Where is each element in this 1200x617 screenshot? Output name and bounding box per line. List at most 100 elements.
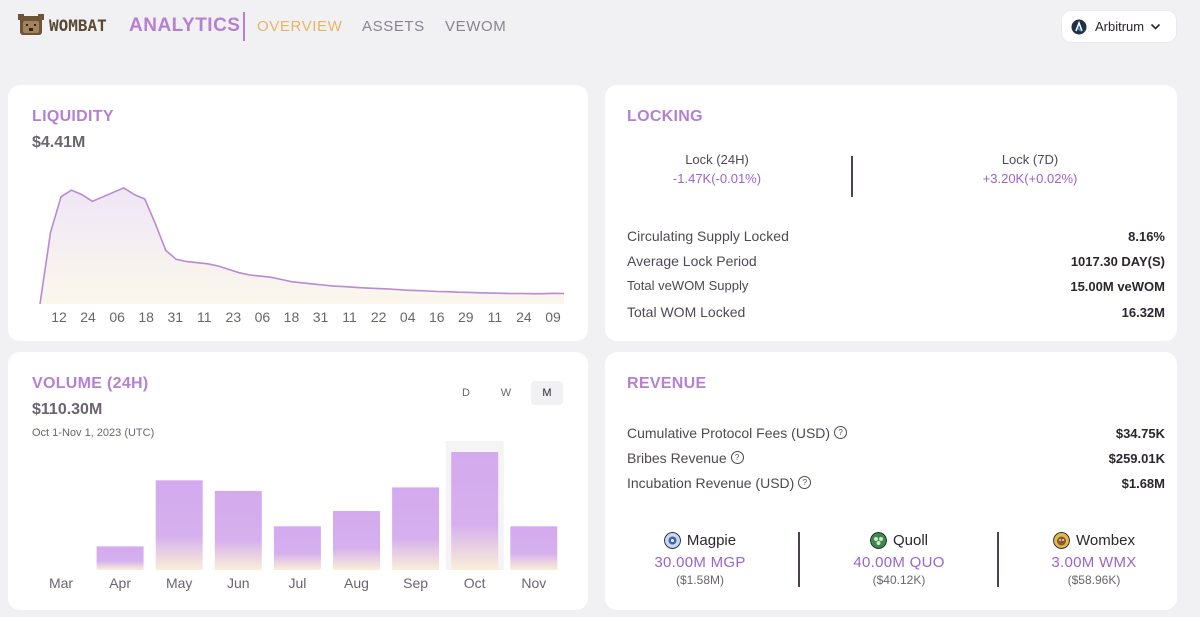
nav-vewom[interactable]: VEWOM xyxy=(445,18,507,35)
toggle-day[interactable]: D xyxy=(462,387,470,399)
top-bar: WOMBAT ANALYTICS OVERVIEW ASSETS VEWOM A… xyxy=(0,0,1200,54)
lock-7d-value: +3.20K(+0.02%) xyxy=(982,171,1078,186)
lock-divider xyxy=(851,156,853,197)
liquidity-tick-label: 11 xyxy=(342,309,357,325)
liquidity-tick-label: 22 xyxy=(370,309,387,325)
volume-value: $110.30M xyxy=(32,401,103,418)
lock-24h-value: -1.47K(-0.01%) xyxy=(672,171,762,186)
partner-name: Wombex xyxy=(1076,532,1135,549)
revenue-title: REVENUE xyxy=(627,375,707,392)
locking-row-value: 8.16% xyxy=(1128,229,1165,244)
revenue-row-label: Cumulative Protocol Fees (USD)? xyxy=(627,425,848,441)
volume-bar[interactable] xyxy=(333,511,380,570)
info-icon[interactable]: ? xyxy=(730,451,744,464)
volume-bar[interactable] xyxy=(392,487,440,570)
locking-row-label: Total WOM Locked xyxy=(627,304,746,320)
network-selector[interactable]: Arbitrum xyxy=(1062,11,1176,42)
lock-24h-label: Lock (24H) xyxy=(685,152,749,167)
volume-bar[interactable] xyxy=(214,490,262,570)
revenue-row-value: $259.01K xyxy=(1108,451,1165,466)
volume-tick-label: Apr xyxy=(109,575,131,591)
liquidity-tick-label: 31 xyxy=(167,309,184,325)
liquidity-tick-label: 12 xyxy=(51,309,67,325)
liquidity-line xyxy=(39,186,565,305)
partner-divider xyxy=(997,532,999,587)
partner-amount: 40.00M QUO xyxy=(853,554,945,571)
locking-row-value: 1017.30 DAY(S) xyxy=(1070,254,1165,269)
volume-bar[interactable] xyxy=(510,526,558,570)
liquidity-tick-label: 06 xyxy=(109,309,125,325)
locking-row-label: Circulating Supply Locked xyxy=(627,228,789,244)
brand-name: WOMBAT xyxy=(49,15,107,35)
revenue-row-text: Incubation Revenue (USD) xyxy=(627,475,795,491)
liquidity-tick-label: 24 xyxy=(80,309,96,325)
partner-name: Quoll xyxy=(892,532,929,549)
revenue-row-label: Bribes Revenue? xyxy=(627,450,744,466)
volume-tick-label: Sep xyxy=(403,575,429,591)
partner-usd: ($58.96K) xyxy=(1067,573,1121,587)
locking-row-value: 15.00M veWOM xyxy=(1070,279,1165,294)
liquidity-tick-label: 29 xyxy=(458,309,474,325)
nav-overview[interactable]: OVERVIEW xyxy=(257,18,343,35)
wombex-icon xyxy=(1053,532,1071,549)
volume-tick-label: Nov xyxy=(521,575,547,591)
locking-card: LOCKING Lock (24H) -1.47K(-0.01%) Lock (… xyxy=(605,85,1177,341)
liquidity-tick-label: 31 xyxy=(312,309,329,325)
partner-name-row: Wombex xyxy=(1014,532,1174,549)
wombat-logo-icon xyxy=(18,14,44,35)
liquidity-title: LIQUIDITY xyxy=(32,108,114,125)
partner-usd: ($40.12K) xyxy=(872,573,926,587)
volume-tick-label: May xyxy=(165,575,193,591)
volume-date-range: Oct 1-Nov 1, 2023 (UTC) xyxy=(32,427,155,439)
volume-tick-label: Mar xyxy=(48,575,74,591)
partner-divider xyxy=(798,532,800,587)
liquidity-tick-label: 18 xyxy=(138,309,154,325)
revenue-card: REVENUE Cumulative Protocol Fees (USD)? … xyxy=(605,352,1177,610)
nav-assets[interactable]: ASSETS xyxy=(362,18,425,35)
volume-chart xyxy=(96,441,558,570)
liquidity-tick-label: 11 xyxy=(197,309,212,325)
chevron-down-icon xyxy=(1151,23,1161,30)
liquidity-tick-label: 06 xyxy=(254,309,271,325)
partner-amount: 3.00M WMX xyxy=(1051,554,1137,571)
liquidity-area xyxy=(40,187,564,304)
quoll-icon xyxy=(869,532,887,549)
magpie-icon xyxy=(663,532,681,549)
liquidity-value: $4.41M xyxy=(32,134,86,151)
revenue-row-label: Incubation Revenue (USD)? xyxy=(627,475,812,491)
lock-7d: Lock (7D) +3.20K(+0.02%) xyxy=(980,152,1080,186)
locking-row-label: Total veWOM Supply xyxy=(627,278,749,293)
partner-magpie: Magpie 30.00M MGP ($1.58M) xyxy=(620,532,780,587)
partner-name-row: Quoll xyxy=(819,532,979,549)
toggle-month[interactable]: M xyxy=(531,381,563,405)
toggle-week[interactable]: W xyxy=(500,387,512,399)
volume-tick-label: Aug xyxy=(344,575,369,591)
info-icon[interactable]: ? xyxy=(834,426,848,439)
arbitrum-icon xyxy=(1071,19,1087,34)
revenue-row-value: $1.68M xyxy=(1121,476,1165,491)
liquidity-tick-label: 24 xyxy=(516,309,532,325)
liquidity-tick-label: 23 xyxy=(225,309,242,325)
volume-tick-label: Oct xyxy=(463,575,486,591)
volume-bar[interactable] xyxy=(451,452,499,570)
volume-bar[interactable] xyxy=(155,480,203,570)
liquidity-tick-label: 16 xyxy=(428,309,445,325)
volume-bar[interactable] xyxy=(96,546,144,570)
liquidity-card: LIQUIDITY $4.41M 12 24 06 18 31 11 23 06 18 31 11 2… xyxy=(8,85,588,341)
partner-name-row: Magpie xyxy=(620,532,780,549)
liquidity-tick-label: 11 xyxy=(487,309,503,325)
locking-row-value: 16.32M xyxy=(1121,305,1165,320)
info-icon[interactable]: ? xyxy=(798,476,812,489)
partner-name: Magpie xyxy=(686,532,737,549)
liquidity-chart xyxy=(39,186,565,305)
volume-tick-label: Jun xyxy=(227,575,250,591)
header-divider xyxy=(243,12,245,41)
volume-title: VOLUME (24H) xyxy=(32,375,149,392)
volume-bar[interactable] xyxy=(273,526,321,570)
locking-title: LOCKING xyxy=(627,108,703,125)
partner-usd: ($1.58M) xyxy=(675,573,725,587)
revenue-row-value: $34.75K xyxy=(1115,426,1165,441)
liquidity-tick-label: 18 xyxy=(283,309,300,325)
wombat-logo[interactable]: WOMBAT xyxy=(18,13,107,37)
revenue-row-text: Cumulative Protocol Fees (USD) xyxy=(627,425,831,441)
